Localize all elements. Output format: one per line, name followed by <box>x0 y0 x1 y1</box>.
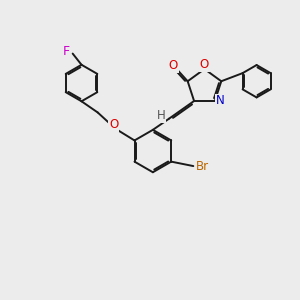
Text: H: H <box>156 109 165 122</box>
Text: F: F <box>63 45 70 58</box>
Text: O: O <box>200 58 209 71</box>
Text: N: N <box>215 94 224 107</box>
Text: O: O <box>109 118 119 131</box>
Text: Br: Br <box>196 160 209 172</box>
Text: O: O <box>168 59 178 72</box>
